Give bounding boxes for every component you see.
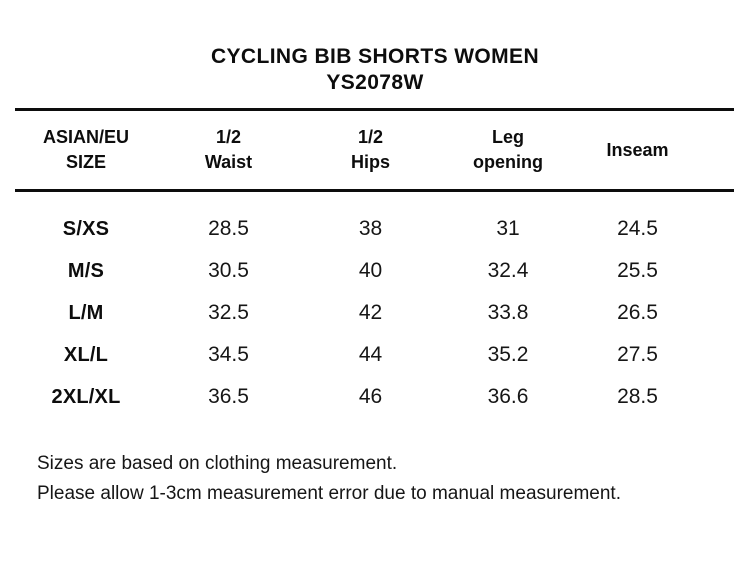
col-header-waist: 1/2 Waist <box>157 111 300 189</box>
product-title: CYCLING BIB SHORTS WOMEN <box>210 45 540 68</box>
table-row: 2XL/XL 36.5 46 36.6 28.5 <box>15 376 750 418</box>
table-body: S/XS 28.5 38 31 24.5 M/S 30.5 40 32.4 25… <box>0 192 750 418</box>
size-cell: S/XS <box>62 217 110 240</box>
waist-cell: 32.5 <box>208 301 249 324</box>
col-header-leg-opening-line1: Leg <box>491 127 524 147</box>
table-row: S/XS 28.5 38 31 24.5 <box>15 208 750 250</box>
measurement-notes: Sizes are based on clothing measurement.… <box>37 449 750 509</box>
leg-opening-cell: 35.2 <box>487 343 529 366</box>
size-cell: M/S <box>67 259 105 282</box>
table-row: XL/L 34.5 44 35.2 27.5 <box>15 334 750 376</box>
size-cell: XL/L <box>63 343 109 366</box>
col-header-waist-line2: Waist <box>204 152 253 172</box>
table-row: M/S 30.5 40 32.4 25.5 <box>15 250 750 292</box>
waist-cell: 34.5 <box>208 343 249 366</box>
table-row: L/M 32.5 42 33.8 26.5 <box>15 292 750 334</box>
hips-cell: 42 <box>358 301 383 324</box>
inseam-cell: 27.5 <box>617 343 658 366</box>
col-header-waist-line1: 1/2 <box>215 127 242 147</box>
hips-cell: 40 <box>358 259 383 282</box>
hips-cell: 44 <box>358 343 383 366</box>
hips-cell: 46 <box>358 385 383 408</box>
col-header-hips: 1/2 Hips <box>300 111 441 189</box>
table-top-rule <box>15 108 734 111</box>
col-header-size-line2: SIZE <box>65 152 106 172</box>
leg-opening-cell: 36.6 <box>487 385 529 408</box>
inseam-cell: 25.5 <box>617 259 658 282</box>
waist-cell: 30.5 <box>208 259 249 282</box>
waist-cell: 36.5 <box>208 385 249 408</box>
table-header-rule <box>15 189 734 192</box>
col-header-inseam: Inseam <box>575 111 734 189</box>
size-cell: L/M <box>68 301 104 324</box>
leg-opening-cell: 33.8 <box>487 301 529 324</box>
table-header-row: ASIAN/EU SIZE 1/2 Waist 1/2 Hips Leg ope… <box>15 111 750 189</box>
waist-cell: 28.5 <box>208 217 249 240</box>
col-header-size-line1: ASIAN/EU <box>42 127 129 147</box>
inseam-cell: 28.5 <box>617 385 658 408</box>
product-code: YS2078W <box>326 71 424 94</box>
col-header-leg-opening-line2: opening <box>473 152 543 172</box>
hips-cell: 38 <box>358 217 383 240</box>
note-line-2: Please allow 1-3cm measurement error due… <box>37 483 621 504</box>
col-header-inseam-line1: Inseam <box>606 139 669 160</box>
leg-opening-cell: 32.4 <box>487 259 529 282</box>
col-header-hips-line1: 1/2 <box>357 127 384 147</box>
col-header-size: ASIAN/EU SIZE <box>15 111 157 189</box>
product-title-block: CYCLING BIB SHORTS WOMEN YS2078W <box>0 0 750 96</box>
size-cell: 2XL/XL <box>51 385 121 408</box>
leg-opening-cell: 31 <box>496 217 520 240</box>
inseam-cell: 24.5 <box>617 217 658 240</box>
col-header-hips-line2: Hips <box>350 152 390 172</box>
inseam-cell: 26.5 <box>617 301 658 324</box>
col-header-leg-opening: Leg opening <box>441 111 575 189</box>
note-line-1: Sizes are based on clothing measurement. <box>37 453 398 474</box>
